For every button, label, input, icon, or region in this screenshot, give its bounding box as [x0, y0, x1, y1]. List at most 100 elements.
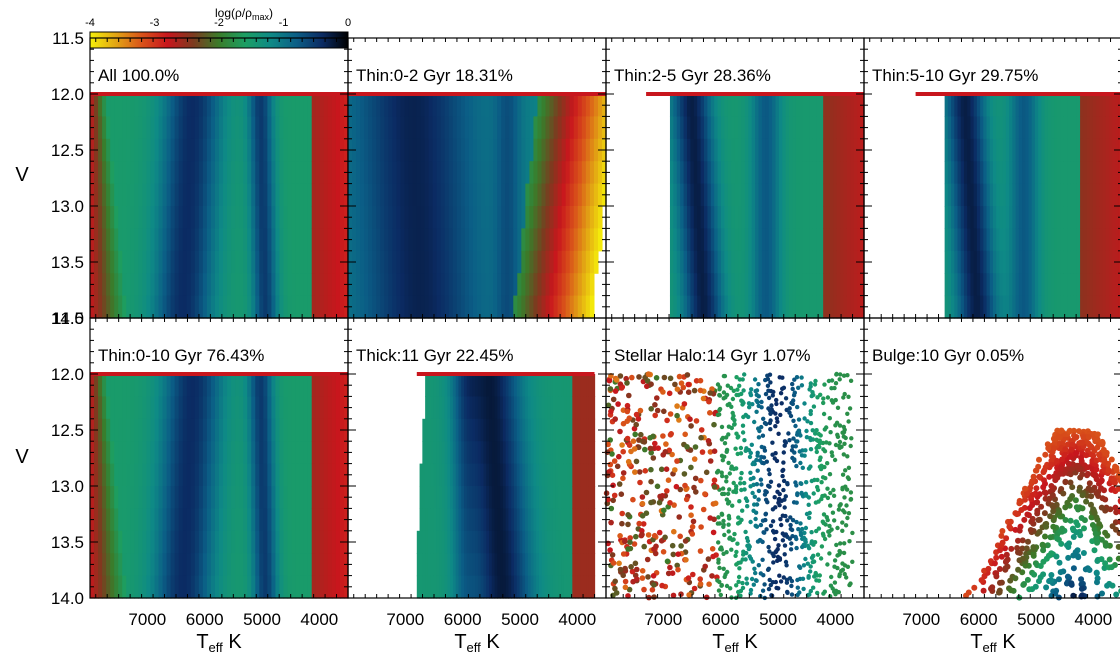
density-cell	[263, 228, 268, 252]
density-cell	[263, 508, 268, 532]
data-point	[608, 408, 614, 415]
density-cell	[469, 374, 473, 397]
density-cell	[231, 508, 236, 532]
density-cell	[707, 250, 712, 274]
density-cell	[416, 553, 421, 577]
density-cell	[1089, 273, 1094, 297]
density-cell	[1038, 161, 1042, 185]
density-cell	[247, 441, 252, 465]
density-cell	[327, 138, 333, 162]
data-point	[691, 484, 697, 491]
density-cell	[970, 250, 975, 274]
density-cell	[271, 441, 277, 465]
density-cell	[1031, 138, 1036, 162]
density-cell	[295, 94, 301, 117]
density-cell	[206, 486, 212, 509]
density-cell	[166, 161, 172, 185]
data-point	[720, 473, 725, 479]
density-cell	[461, 441, 465, 465]
data-point	[794, 545, 799, 551]
density-cell	[206, 250, 212, 274]
density-cell	[323, 295, 329, 319]
density-cell	[247, 374, 252, 397]
density-cell	[785, 206, 790, 229]
density-cell	[993, 250, 997, 274]
density-cell	[255, 508, 260, 532]
density-cell	[94, 396, 99, 420]
density-cell	[110, 553, 115, 577]
density-cell	[352, 183, 357, 207]
density-cell	[235, 138, 240, 162]
density-cell	[775, 228, 780, 252]
density-cell	[573, 295, 579, 319]
density-cell	[210, 374, 216, 397]
density-cell	[833, 295, 838, 319]
density-cell	[452, 295, 458, 319]
data-point	[702, 491, 708, 497]
density-cell	[452, 250, 458, 274]
density-cell	[806, 295, 811, 319]
density-cell	[475, 486, 479, 509]
density-cell	[993, 94, 997, 117]
density-cell	[271, 250, 277, 274]
density-cell	[319, 575, 325, 599]
density-cell	[1060, 228, 1065, 252]
density-cell	[182, 116, 188, 140]
density-cell	[514, 396, 518, 420]
data-point	[626, 442, 633, 449]
density-cell	[291, 553, 297, 577]
density-cell	[352, 295, 357, 319]
density-cell	[537, 250, 543, 274]
density-cell	[538, 575, 543, 599]
density-cell	[235, 486, 240, 509]
density-cell	[420, 94, 426, 117]
density-cell	[717, 94, 722, 117]
density-cell	[146, 206, 152, 229]
density-cell	[182, 486, 188, 509]
density-cell	[573, 206, 579, 229]
density-cell	[190, 441, 196, 465]
density-cell	[142, 374, 148, 397]
density-cell	[126, 553, 131, 577]
data-point	[671, 502, 677, 508]
density-cell	[775, 161, 780, 185]
density-cell	[472, 250, 478, 274]
data-point	[752, 566, 757, 571]
density-cell	[836, 206, 841, 229]
density-cell	[327, 295, 333, 319]
density-cell	[569, 508, 573, 532]
density-cell	[565, 250, 571, 274]
density-cell	[335, 374, 341, 397]
density-cell	[1038, 138, 1042, 162]
density-cell	[569, 486, 573, 509]
density-cell	[335, 295, 341, 319]
density-cell	[1028, 94, 1033, 117]
density-cell	[829, 161, 834, 185]
density-cell	[339, 183, 345, 207]
density-cell	[291, 183, 297, 207]
density-cell	[486, 463, 490, 487]
density-cell	[122, 441, 127, 465]
density-cell	[1057, 116, 1062, 140]
density-cell	[541, 530, 546, 554]
density-cell	[303, 206, 309, 229]
density-cell	[198, 374, 204, 397]
density-cell	[1112, 228, 1117, 252]
density-cell	[251, 418, 256, 442]
density-cell	[475, 508, 479, 532]
data-point	[736, 574, 742, 580]
density-cell	[1047, 206, 1052, 229]
density-cell	[170, 183, 176, 207]
density-cell	[525, 116, 531, 140]
density-cell	[765, 94, 770, 117]
density-cell	[368, 206, 373, 229]
density-cell	[433, 508, 437, 532]
data-point	[845, 454, 850, 459]
density-cell	[98, 183, 103, 207]
density-cell	[765, 295, 770, 319]
data-point	[635, 416, 642, 422]
density-cell	[460, 206, 466, 229]
density-cell	[485, 250, 490, 274]
density-cell	[356, 183, 361, 207]
density-cell	[493, 116, 498, 140]
